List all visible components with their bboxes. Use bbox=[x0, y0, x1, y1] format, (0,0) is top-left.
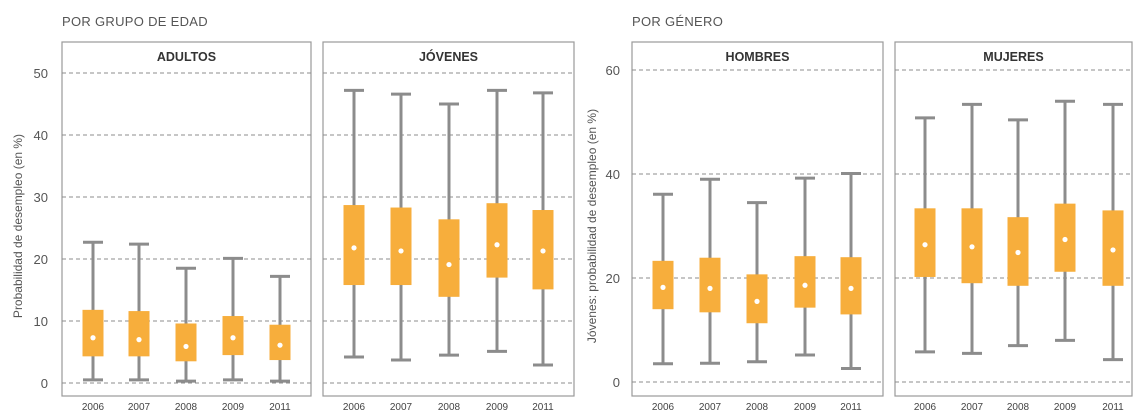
y-tick-label: 30 bbox=[34, 190, 48, 205]
x-tick-label-adultos-2011: 2011 bbox=[269, 402, 291, 413]
box-jovenes-2006 bbox=[343, 205, 365, 286]
x-tick-label-mujeres-2008: 2008 bbox=[1007, 402, 1030, 413]
x-tick-label-mujeres-2009: 2009 bbox=[1054, 402, 1077, 413]
median-dot-jovenes-2006 bbox=[351, 245, 357, 251]
median-dot-jovenes-2011 bbox=[540, 248, 546, 254]
panel-frame-jovenes bbox=[322, 41, 575, 397]
x-tick-label-hombres-2007: 2007 bbox=[699, 402, 722, 413]
box-adultos-2011 bbox=[269, 324, 291, 361]
x-tick-label-adultos-2009: 2009 bbox=[222, 402, 245, 413]
x-tick-label-hombres-2009: 2009 bbox=[794, 402, 817, 413]
gender-chart: POR GÉNERO Jóvenes: probabilidad de dese… bbox=[585, 14, 1133, 413]
median-dot-adultos-2008 bbox=[183, 343, 189, 350]
y-tick-label: 0 bbox=[613, 375, 620, 390]
y-tick-label: 60 bbox=[606, 63, 620, 78]
box-hombres-2007 bbox=[699, 257, 721, 313]
median-dot-hombres-2007 bbox=[707, 285, 713, 291]
median-dot-hombres-2008 bbox=[754, 298, 760, 304]
box-hombres-2008 bbox=[746, 274, 768, 324]
box-jovenes-2008 bbox=[438, 219, 460, 297]
panel-frame-mujeres bbox=[894, 41, 1133, 397]
median-dot-jovenes-2007 bbox=[398, 248, 404, 254]
section-title-age: POR GRUPO DE EDAD bbox=[62, 14, 208, 29]
x-tick-label-jovenes-2006: 2006 bbox=[343, 402, 366, 413]
section-title-gender: POR GÉNERO bbox=[632, 14, 723, 29]
median-dot-adultos-2009 bbox=[230, 335, 236, 341]
box-jovenes-2009 bbox=[486, 203, 508, 278]
y-tick-label: 0 bbox=[41, 376, 48, 391]
box-adultos-2007 bbox=[128, 311, 150, 357]
median-dot-hombres-2009 bbox=[802, 282, 808, 288]
y-axis-label-gender: Jóvenes: probabilidad de desempleo (en %… bbox=[585, 109, 599, 343]
median-dot-mujeres-2008 bbox=[1015, 249, 1021, 256]
y-tick-label: 40 bbox=[606, 167, 620, 182]
x-tick-label-jovenes-2007: 2007 bbox=[390, 402, 413, 413]
x-tick-label-mujeres-2006: 2006 bbox=[914, 402, 937, 413]
box-jovenes-2007 bbox=[390, 207, 412, 286]
y-tick-label: 10 bbox=[34, 314, 48, 329]
median-dot-hombres-2006 bbox=[660, 284, 666, 290]
y-axis-label-age: Probabilidad de desempleo (en %) bbox=[11, 134, 25, 318]
panel-title-hombres: HOMBRES bbox=[726, 50, 790, 64]
box-hombres-2009 bbox=[794, 256, 816, 308]
x-tick-label-jovenes-2011: 2011 bbox=[532, 402, 554, 413]
x-tick-label-hombres-2011: 2011 bbox=[840, 402, 862, 413]
box-adultos-2006 bbox=[82, 309, 104, 357]
y-tick-label: 20 bbox=[34, 252, 48, 267]
median-dot-adultos-2007 bbox=[136, 337, 142, 343]
x-tick-label-adultos-2007: 2007 bbox=[128, 402, 151, 413]
panel-jovenes-plot: 2006 2007 2008 2009 2011 bbox=[323, 72, 574, 413]
y-tick-label: 20 bbox=[606, 271, 620, 286]
median-dot-mujeres-2009 bbox=[1062, 236, 1068, 243]
median-dot-adultos-2006 bbox=[90, 335, 96, 341]
median-dot-adultos-2011 bbox=[277, 342, 283, 348]
median-dot-jovenes-2008 bbox=[446, 261, 452, 268]
panel-title-mujeres: MUJERES bbox=[983, 50, 1043, 64]
box-adultos-2008 bbox=[175, 323, 197, 362]
x-tick-label-jovenes-2009: 2009 bbox=[486, 402, 509, 413]
median-dot-jovenes-2009 bbox=[494, 242, 500, 248]
y-tick-label: 50 bbox=[34, 66, 48, 81]
x-tick-label-mujeres-2011: 2011 bbox=[1102, 402, 1124, 413]
panel-frame-hombres bbox=[631, 41, 884, 397]
median-dot-hombres-2011 bbox=[848, 285, 854, 291]
panel-frame-adultos bbox=[61, 41, 312, 397]
x-tick-label-adultos-2006: 2006 bbox=[82, 402, 105, 413]
x-tick-label-adultos-2008: 2008 bbox=[175, 402, 198, 413]
x-tick-label-hombres-2008: 2008 bbox=[746, 402, 769, 413]
panel-mujeres-plot: 2006 2007 2008 2009 2011 bbox=[895, 69, 1132, 413]
panel-adultos-plot: 2006 2007 2008 2009 2011 bbox=[62, 72, 311, 413]
x-tick-label-hombres-2006: 2006 bbox=[652, 402, 675, 413]
y-tick-label: 40 bbox=[34, 128, 48, 143]
x-tick-label-jovenes-2008: 2008 bbox=[438, 402, 461, 413]
median-dot-mujeres-2006 bbox=[922, 242, 928, 248]
panel-title-jovenes: JÓVENES bbox=[419, 49, 478, 64]
age-group-chart: POR GRUPO DE EDAD Probabilidad de desemp… bbox=[11, 14, 575, 413]
panel-title-adultos: ADULTOS bbox=[157, 50, 216, 64]
panel-hombres-plot: 2006 2007 2008 2009 2011 bbox=[632, 69, 883, 413]
median-dot-mujeres-2011 bbox=[1110, 247, 1116, 253]
x-tick-label-mujeres-2007: 2007 bbox=[961, 402, 984, 413]
median-dot-mujeres-2007 bbox=[969, 244, 975, 250]
